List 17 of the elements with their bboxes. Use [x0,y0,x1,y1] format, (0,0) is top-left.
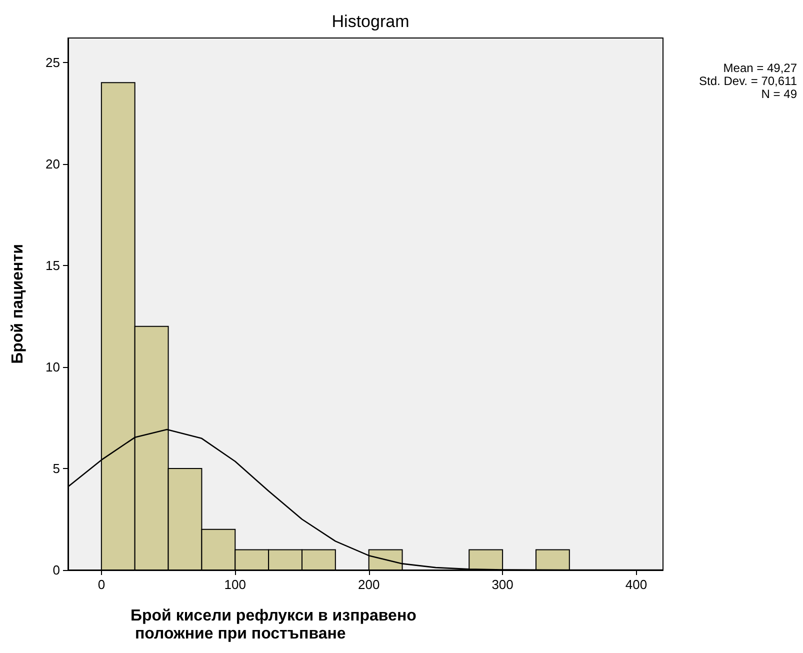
text: Std. Dev. = 70,611 [699,74,798,88]
y-tick-label: 25 [46,54,60,70]
y-tick-label: 15 [46,258,60,273]
x-tick-label: 100 [224,577,246,592]
text: Mean = 49,27 [723,61,798,75]
y-tick-label: 20 [46,156,60,172]
text: N = 49 [761,87,798,101]
y-axis-title: Брой пациенти [10,244,26,364]
x-axis-title: Брой кисели рефлукси в изправено положние при постъпване [130,608,417,642]
y-tick-label: 10 [46,359,60,374]
x-tick-label: 300 [492,577,514,592]
x-tick-label: 200 [358,577,380,592]
chart-title: Histogram [332,12,410,31]
y-tick-label: 0 [52,562,60,578]
x-tick-label: 0 [98,577,106,592]
x-tick-label: 400 [625,577,648,592]
y-tick-label: 5 [52,460,60,476]
